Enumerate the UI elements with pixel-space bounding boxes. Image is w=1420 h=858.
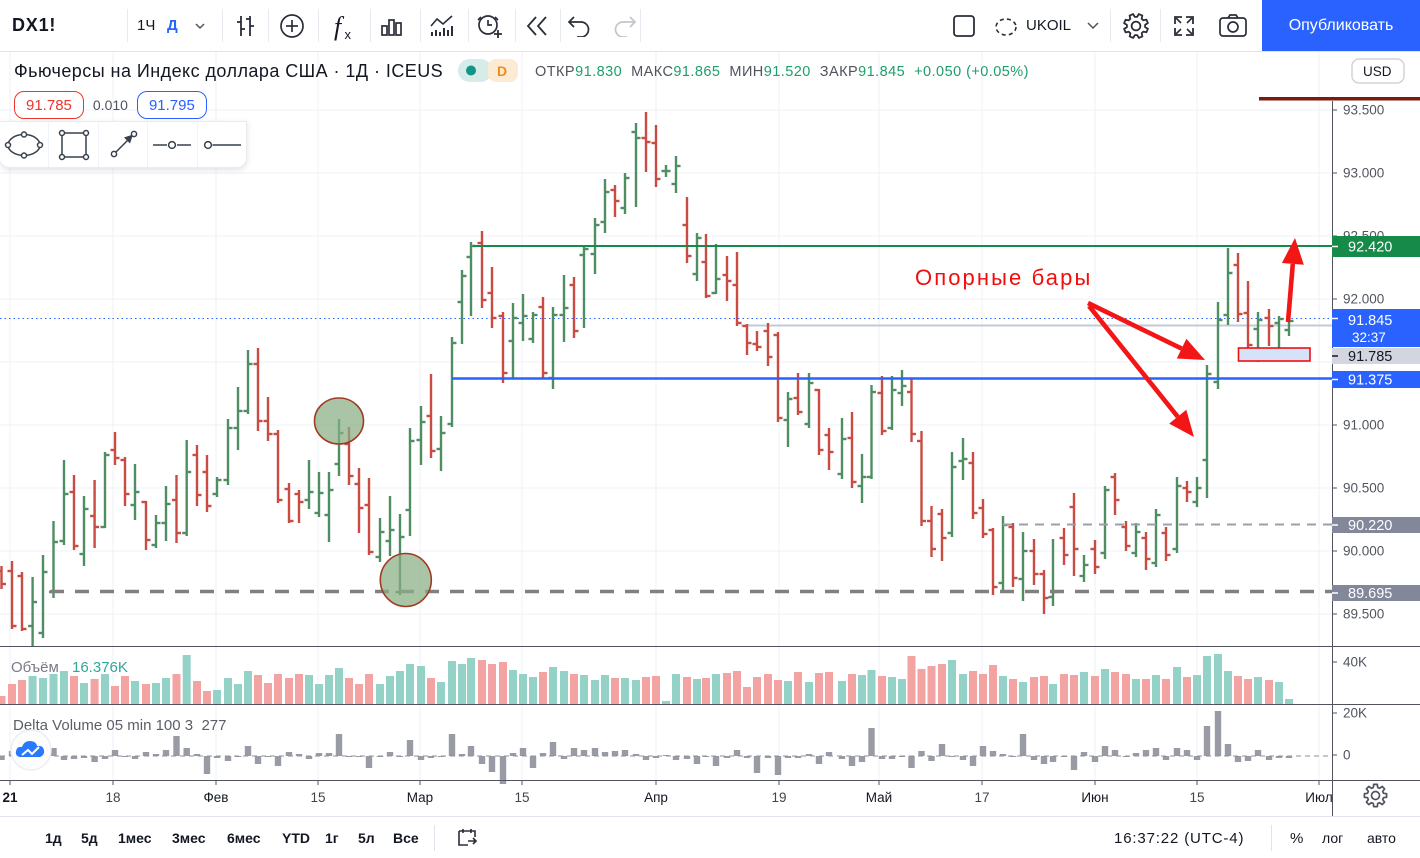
svg-text:92.000: 92.000 bbox=[1343, 292, 1384, 307]
svg-text:15: 15 bbox=[514, 790, 529, 805]
svg-text:Апр: Апр bbox=[644, 790, 668, 805]
svg-text:89.695: 89.695 bbox=[1348, 586, 1392, 602]
svg-text:0: 0 bbox=[1343, 748, 1351, 763]
svg-text:16.376K: 16.376K bbox=[72, 659, 128, 676]
svg-text:92.420: 92.420 bbox=[1348, 240, 1392, 256]
svg-text:f: f bbox=[334, 12, 345, 41]
svg-text:21: 21 bbox=[2, 790, 18, 805]
svg-text:D: D bbox=[497, 63, 507, 79]
svg-text:x: x bbox=[345, 27, 352, 42]
svg-text:Delta Volume 05 min 100 3 277: Delta Volume 05 min 100 3 277 bbox=[13, 717, 226, 734]
svg-text:90.000: 90.000 bbox=[1343, 544, 1384, 559]
svg-text:Фев: Фев bbox=[204, 790, 229, 805]
svg-text:90.220: 90.220 bbox=[1348, 518, 1392, 534]
svg-text:Мар: Мар bbox=[407, 790, 433, 805]
svg-text:Июл: Июл bbox=[1305, 790, 1332, 805]
svg-text:91.000: 91.000 bbox=[1343, 418, 1384, 433]
svg-text:Объём: Объём bbox=[11, 659, 59, 676]
svg-text:15: 15 bbox=[1189, 790, 1204, 805]
svg-text:19: 19 bbox=[771, 790, 786, 805]
svg-text:20K: 20K bbox=[1343, 706, 1367, 721]
svg-text:91.845: 91.845 bbox=[1348, 313, 1392, 329]
svg-text:91.785: 91.785 bbox=[1348, 349, 1392, 365]
svg-text:15: 15 bbox=[310, 790, 325, 805]
svg-text:Июн: Июн bbox=[1081, 790, 1108, 805]
svg-text:40K: 40K bbox=[1343, 655, 1367, 670]
svg-text:93.500: 93.500 bbox=[1343, 103, 1384, 118]
svg-text:18: 18 bbox=[105, 790, 120, 805]
svg-text:89.500: 89.500 bbox=[1343, 607, 1384, 622]
svg-text:93.000: 93.000 bbox=[1343, 166, 1384, 181]
svg-text:17: 17 bbox=[974, 790, 989, 805]
svg-text:USD: USD bbox=[1363, 64, 1392, 79]
svg-text:91.375: 91.375 bbox=[1348, 373, 1392, 389]
svg-text:90.500: 90.500 bbox=[1343, 481, 1384, 496]
svg-text:32:37: 32:37 bbox=[1352, 330, 1386, 345]
svg-text:Май: Май bbox=[866, 790, 892, 805]
svg-text:Опорные бары: Опорные бары bbox=[915, 265, 1092, 290]
